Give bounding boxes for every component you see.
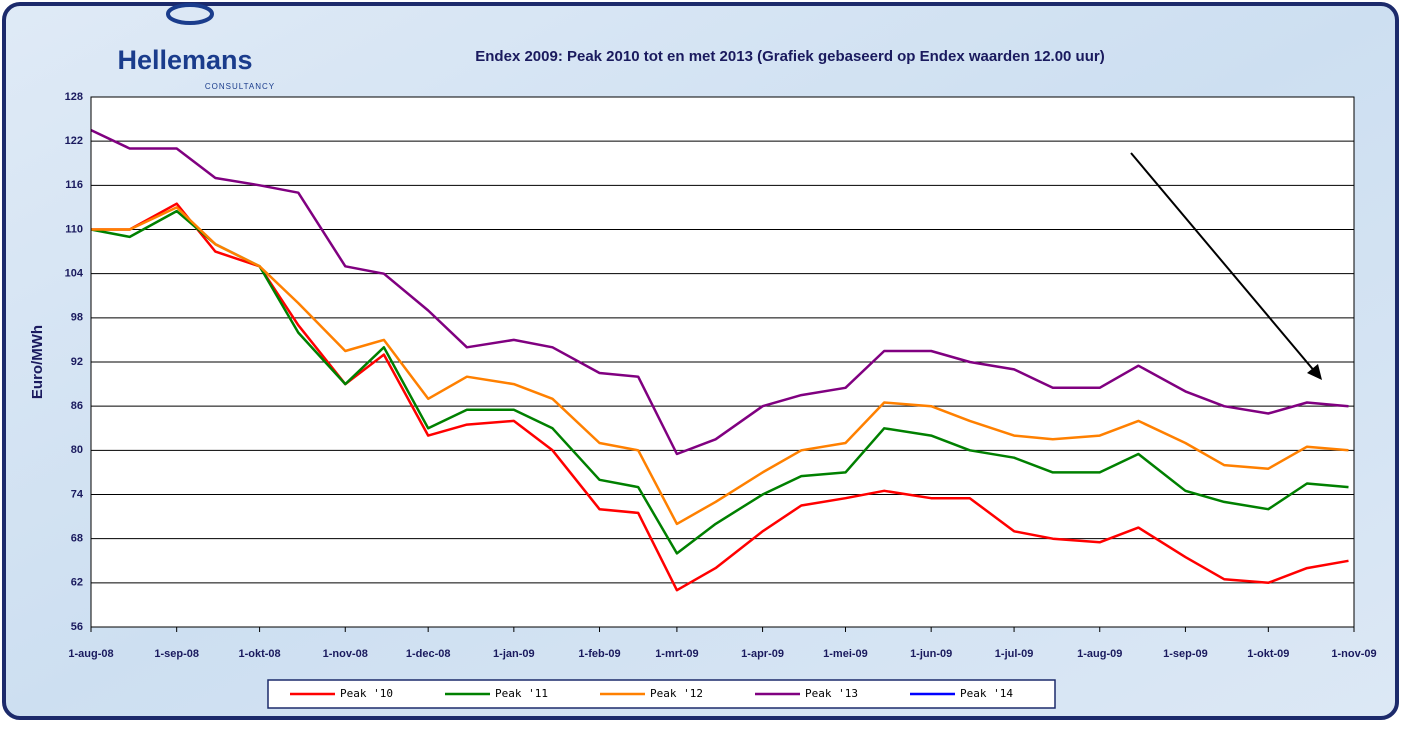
logo-tagline: CONSULTANCY <box>205 82 275 91</box>
plot-border <box>90 96 1355 628</box>
y-tick-label: 68 <box>71 533 83 545</box>
y-tick-label: 86 <box>71 400 83 412</box>
x-tick-label: 1-jun-09 <box>910 648 952 660</box>
x-tick-label: 1-jan-09 <box>493 648 535 660</box>
x-tick-label: 1-dec-08 <box>406 648 451 660</box>
x-tick-label: 1-sep-09 <box>1163 648 1208 660</box>
y-tick-label: 74 <box>71 488 84 500</box>
y-tick-label: 56 <box>71 621 83 633</box>
series-line <box>91 202 1349 592</box>
y-tick-label: 104 <box>65 268 84 280</box>
x-tick-label: 1-okt-09 <box>1247 648 1289 660</box>
series-line <box>90 209 1349 555</box>
series-line <box>91 206 1349 526</box>
x-tick-label: 1-aug-08 <box>68 648 113 660</box>
logo-icon <box>166 3 214 25</box>
y-tick-label: 92 <box>71 356 83 368</box>
arrow-head <box>1307 364 1322 380</box>
logo-name: Hellemans <box>117 45 252 75</box>
legend-label: Peak '13 <box>805 687 858 700</box>
legend-label: Peak '11 <box>495 687 548 700</box>
annotation-arrow <box>1130 152 1317 374</box>
x-tick-label: 1-aug-09 <box>1077 648 1122 660</box>
x-tick-label: 1-mrt-09 <box>655 648 698 660</box>
series-line <box>90 128 1349 456</box>
y-tick-label: 98 <box>71 312 83 324</box>
x-tick-label: 1-jul-09 <box>995 648 1034 660</box>
x-tick-label: 1-apr-09 <box>741 648 784 660</box>
x-tick-label: 1-sep-08 <box>154 648 199 660</box>
y-axis-label: Euro/MWh <box>29 325 46 399</box>
x-tick-label: 1-nov-08 <box>323 648 368 660</box>
x-tick-label: 1-feb-09 <box>578 648 620 660</box>
legend-label: Peak '14 <box>960 687 1013 700</box>
chart-title: Endex 2009: Peak 2010 tot en met 2013 (G… <box>475 48 1104 65</box>
y-tick-label: 62 <box>71 577 83 589</box>
x-tick-label: 1-okt-08 <box>238 648 280 660</box>
y-tick-label: 80 <box>71 444 83 456</box>
legend-label: Peak '10 <box>340 687 393 700</box>
x-tick-label: 1-nov-09 <box>1331 648 1376 660</box>
y-tick-label: 122 <box>65 135 83 147</box>
y-tick-label: 110 <box>65 223 83 235</box>
x-tick-label: 1-mei-09 <box>823 648 868 660</box>
legend-label: Peak '12 <box>650 687 703 700</box>
y-tick-label: 116 <box>65 179 83 191</box>
y-tick-label: 128 <box>65 91 83 103</box>
